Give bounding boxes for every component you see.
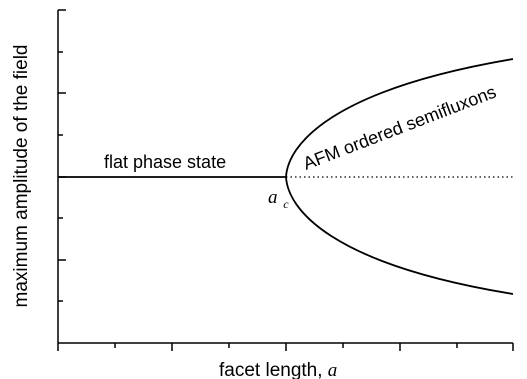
critical-point-subscript: c [283, 197, 289, 211]
afm-label: AFM ordered semifluxons [300, 82, 499, 174]
x-axis-label: facet length, a [219, 360, 337, 379]
critical-point-label: a c [268, 187, 289, 211]
y-axis-ticks [58, 9, 66, 302]
upper-branch-curve [285, 58, 514, 178]
x-axis-ticks [57, 343, 514, 351]
x-axis-symbol: a [328, 360, 338, 379]
critical-point-symbol: a [268, 187, 278, 208]
flat-phase-label: flat phase state [104, 152, 226, 172]
x-axis-label-text: facet length, [219, 360, 328, 379]
y-axis-label: maximum amplitude of the field [11, 45, 32, 308]
lower-branch-curve [285, 176, 514, 295]
